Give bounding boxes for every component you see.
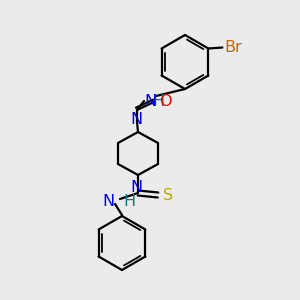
Text: N: N <box>144 94 156 109</box>
Text: N: N <box>130 112 142 127</box>
Text: H: H <box>152 94 164 109</box>
Text: N: N <box>130 180 142 195</box>
Text: H: H <box>123 194 135 208</box>
Text: O: O <box>159 94 172 110</box>
Text: Br: Br <box>224 40 242 55</box>
Text: S: S <box>163 188 173 202</box>
Text: N: N <box>103 194 115 208</box>
